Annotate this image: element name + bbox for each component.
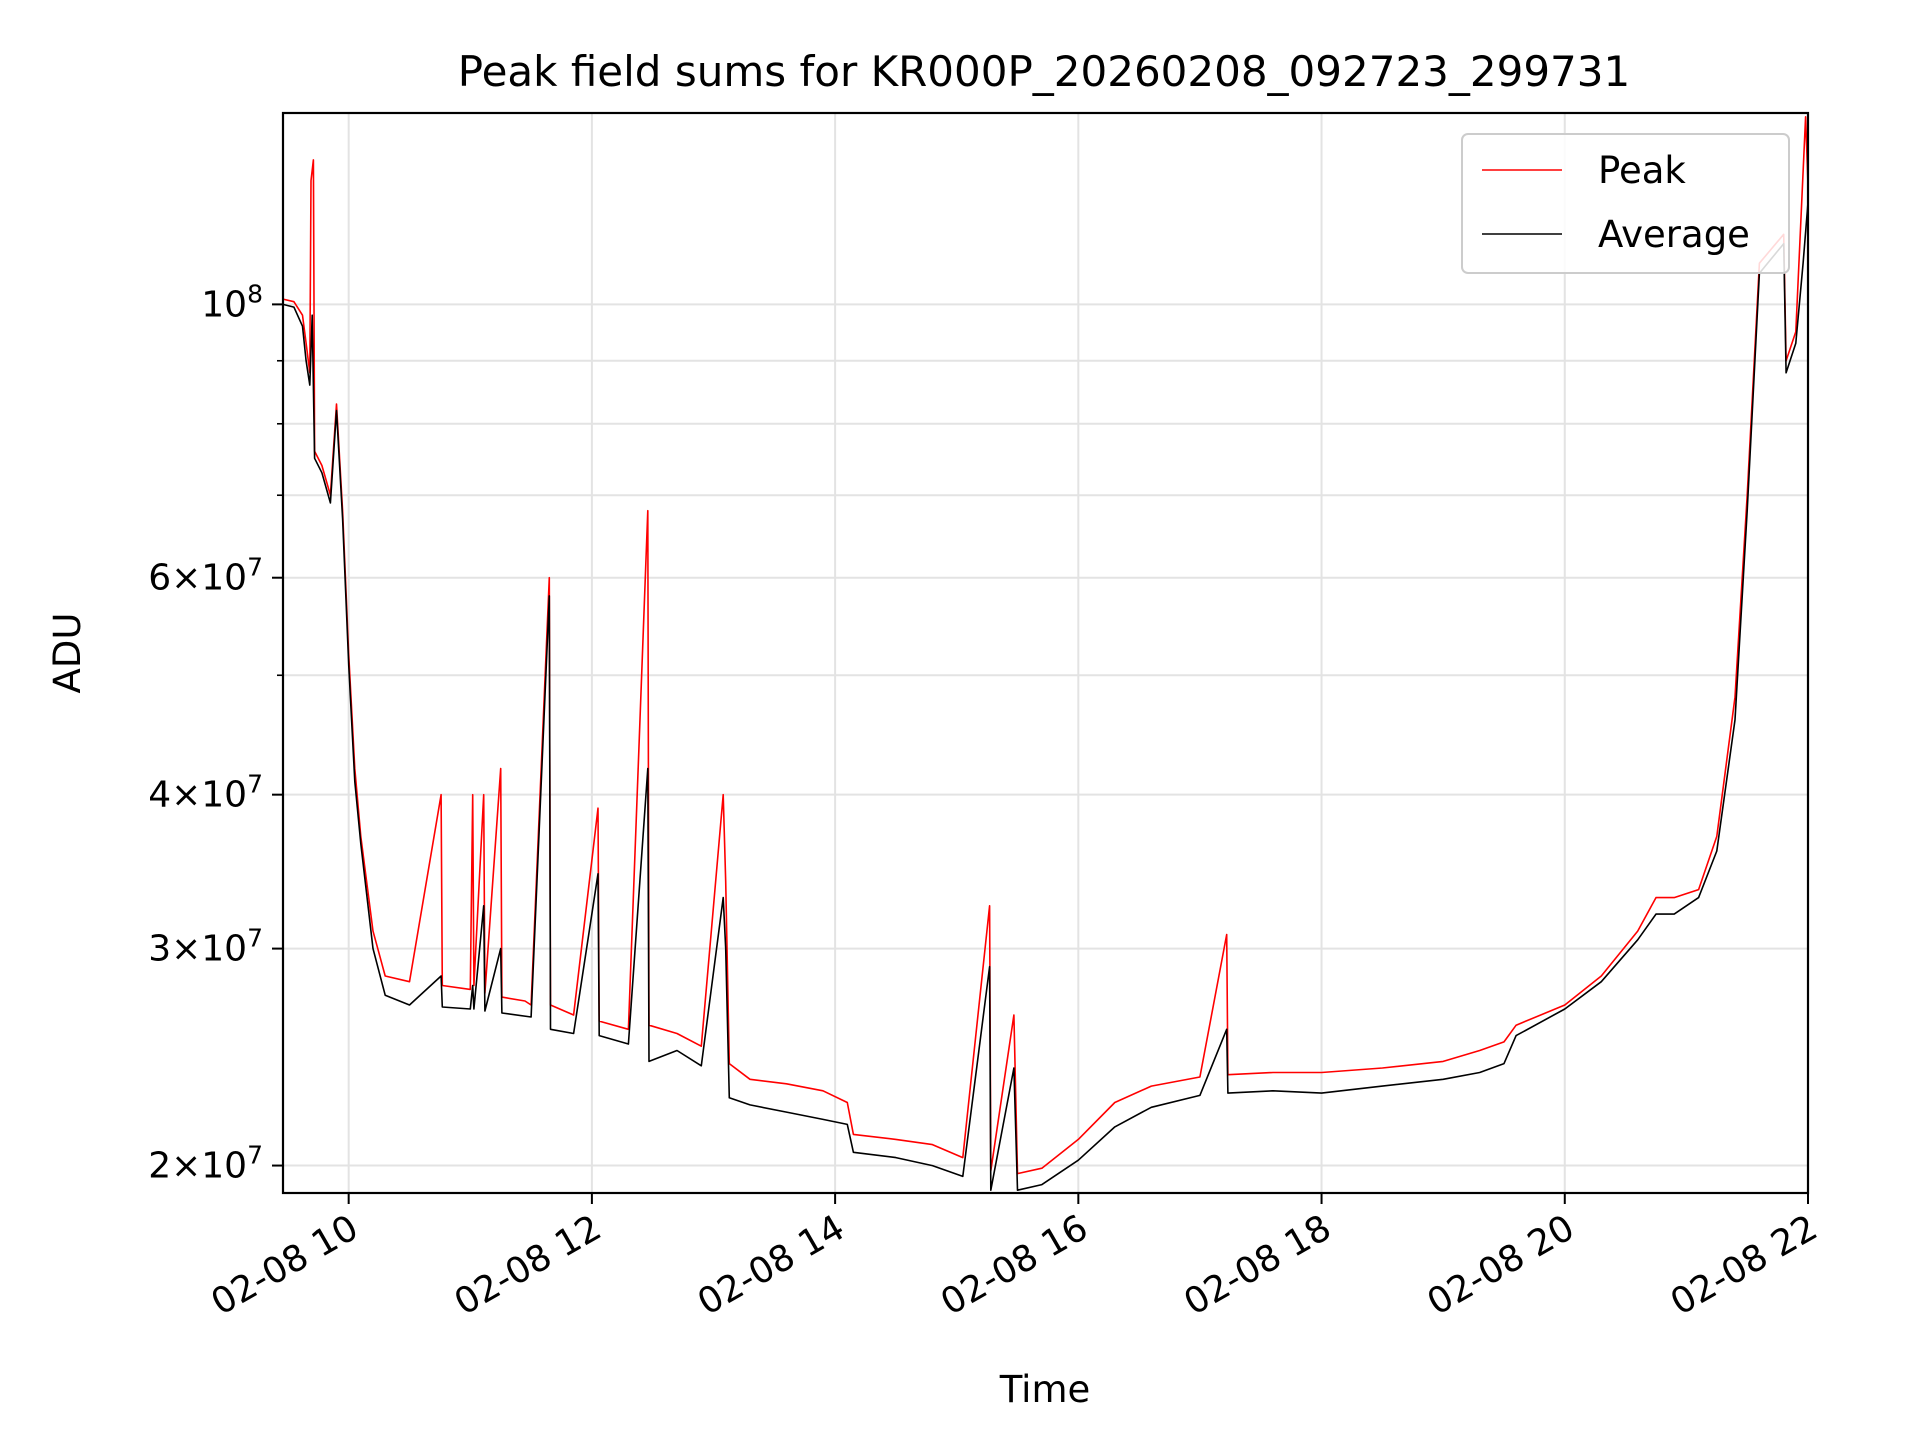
chart-title: Peak field sums for KR000P_20260208_0927… [458,47,1630,96]
y-tick-label: 4×107 [148,770,263,816]
legend-label-average: Average [1598,213,1750,256]
series-line-average [282,202,1809,1191]
y-tick-label: 108 [201,279,263,325]
series-layer [282,116,1809,1191]
y-tick-label: 2×107 [148,1141,263,1187]
y-tick-label: 3×107 [148,924,263,970]
legend-label-peak: Peak [1598,149,1686,192]
legend-box [1461,133,1790,274]
series-line-peak [282,116,1809,1175]
plot-frame [281,111,1810,1195]
y-axis-label: ADU [46,613,89,694]
legend: Peak Average [1461,133,1790,274]
y-tick-label: 6×107 [148,553,263,599]
x-axis-label: Time [999,1368,1091,1411]
